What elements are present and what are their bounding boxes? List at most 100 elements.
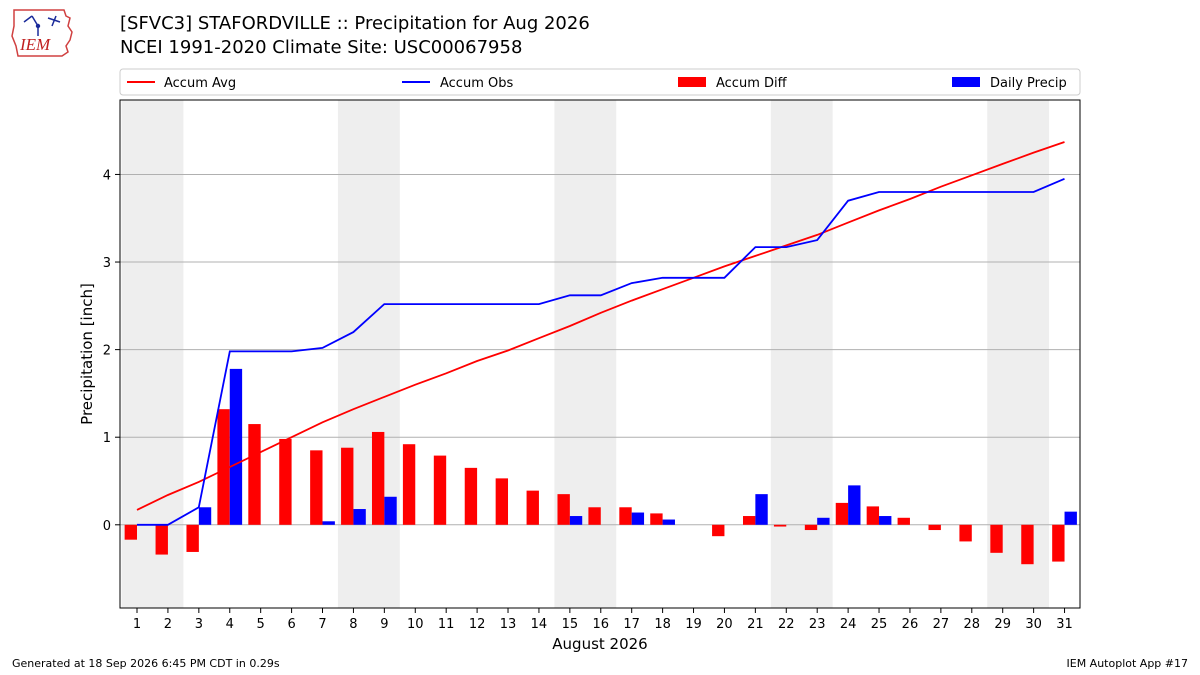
x-tick-label: 29 xyxy=(994,617,1011,632)
accum-diff-bar xyxy=(866,506,880,525)
y-tick-label: 1 xyxy=(103,431,111,446)
x-axis-label: August 2026 xyxy=(552,635,647,653)
daily-precip-bar xyxy=(848,485,861,525)
accum-diff-bar xyxy=(124,524,138,540)
x-tick-label: 30 xyxy=(1025,617,1042,632)
accum-diff-bar xyxy=(371,431,385,525)
accum-diff-bar xyxy=(928,524,941,531)
chart-subtitle: NCEI 1991-2020 Climate Site: USC00067958 xyxy=(120,37,523,58)
legend-accum-diff-swatch xyxy=(678,77,706,87)
y-tick-label: 4 xyxy=(103,168,111,183)
daily-precip-bar xyxy=(631,512,645,525)
x-tick-label: 2 xyxy=(164,617,172,632)
accum-diff-bar xyxy=(959,524,972,542)
accum-diff-bar xyxy=(526,490,539,525)
daily-precip-bar xyxy=(662,519,675,525)
x-tick-label: 25 xyxy=(871,617,888,632)
accum-diff-bar xyxy=(155,524,168,555)
x-tick-label: 18 xyxy=(654,617,671,632)
x-tick-label: 26 xyxy=(902,617,919,632)
legend-box xyxy=(119,68,1081,96)
x-tick-label: 11 xyxy=(438,617,455,632)
daily-precip-bar xyxy=(229,368,243,525)
weekend-band xyxy=(554,100,617,608)
accum-diff-bar xyxy=(712,524,725,537)
app-credit: IEM Autoplot App #17 xyxy=(1066,657,1189,670)
x-tick-label: 13 xyxy=(500,617,517,632)
x-tick-label: 14 xyxy=(531,617,548,632)
legend-accum-diff-label: Accum Diff xyxy=(716,76,788,91)
iem-logo: IEM xyxy=(11,9,73,57)
accum-diff-bar xyxy=(742,516,756,525)
accum-diff-bar xyxy=(433,455,447,525)
chart-title: [SFVC3] STAFORDVILLE :: Precipitation fo… xyxy=(120,13,590,34)
y-tick-label: 2 xyxy=(103,344,111,359)
accum-diff-bar xyxy=(217,409,230,525)
accum-diff-bar xyxy=(650,513,663,525)
x-tick-label: 17 xyxy=(623,617,640,632)
x-tick-label: 24 xyxy=(840,617,857,632)
x-axis: 1 2 3 4 5 6 7 8 9 10 11 12 13 14 15 16 17 18 19 20 21 22 23 24 2… xyxy=(133,608,1073,632)
x-tick-label: 27 xyxy=(933,617,950,632)
legend-daily-precip-swatch xyxy=(952,77,980,87)
x-tick-label: 19 xyxy=(685,617,702,632)
daily-precip-bar xyxy=(879,516,892,525)
x-tick-label: 28 xyxy=(964,617,981,632)
legend-accum-obs-label: Accum Obs xyxy=(440,76,513,91)
weekend-band xyxy=(121,100,184,608)
iem-logo-text: IEM xyxy=(19,35,51,54)
accum-diff-bar xyxy=(588,507,601,525)
legend: Accum Avg Accum Obs Accum Diff Daily Precip xyxy=(119,68,1081,96)
x-tick-label: 8 xyxy=(349,617,357,632)
daily-precip-bar xyxy=(198,507,212,525)
accum-diff-bar xyxy=(990,524,1003,553)
x-tick-label: 5 xyxy=(257,617,265,632)
x-tick-label: 20 xyxy=(716,617,733,632)
x-tick-label: 12 xyxy=(469,617,486,632)
generated-timestamp: Generated at 18 Sep 2026 6:45 PM CDT in … xyxy=(12,657,280,670)
accum-diff-bar xyxy=(495,478,509,525)
daily-precip-bar xyxy=(322,521,335,525)
y-tick-label: 0 xyxy=(103,519,111,534)
weekend-band xyxy=(987,100,1050,608)
accum-avg-line xyxy=(136,141,1065,511)
accum-diff-bar xyxy=(402,444,416,525)
accum-diff-bar xyxy=(773,524,787,527)
accum-diff-bar xyxy=(1021,524,1034,565)
x-tick-label: 23 xyxy=(809,617,826,632)
daily-precip-bar xyxy=(353,509,366,525)
weekend-shading xyxy=(121,100,1050,608)
x-tick-label: 7 xyxy=(318,617,326,632)
accum-diff-bar xyxy=(248,424,261,525)
weekend-band xyxy=(770,100,833,608)
x-tick-label: 4 xyxy=(226,617,234,632)
accum-obs-line xyxy=(137,177,1065,526)
x-tick-label: 21 xyxy=(747,617,764,632)
x-tick-label: 15 xyxy=(562,617,579,632)
accum-diff-bar xyxy=(897,517,910,525)
accum-diff-bar xyxy=(464,467,478,525)
accum-diff-bar xyxy=(310,450,323,525)
accum-diff-bar xyxy=(619,507,632,525)
accum-diff-bar xyxy=(186,524,199,552)
line-series xyxy=(136,141,1065,526)
x-tick-label: 16 xyxy=(592,617,609,632)
weekend-band xyxy=(337,100,400,608)
y-axis-label: Precipitation [inch] xyxy=(78,283,96,425)
x-tick-label: 22 xyxy=(778,617,795,632)
accum-diff-bar xyxy=(557,494,570,525)
daily-precip-bar xyxy=(384,496,397,525)
accum-diff-bar xyxy=(279,438,292,525)
x-tick-label: 10 xyxy=(407,617,424,632)
x-tick-label: 9 xyxy=(380,617,388,632)
legend-accum-avg-label: Accum Avg xyxy=(164,76,236,91)
x-tick-label: 31 xyxy=(1056,617,1073,632)
accum-diff-bar xyxy=(804,524,818,531)
x-tick-label: 1 xyxy=(133,617,141,632)
daily-precip-bar xyxy=(569,516,583,525)
daily-precip-bar xyxy=(1064,511,1077,525)
x-tick-label: 3 xyxy=(195,617,203,632)
y-axis: 0 1 2 3 4 xyxy=(103,168,120,534)
daily-precip-bar xyxy=(755,494,768,525)
